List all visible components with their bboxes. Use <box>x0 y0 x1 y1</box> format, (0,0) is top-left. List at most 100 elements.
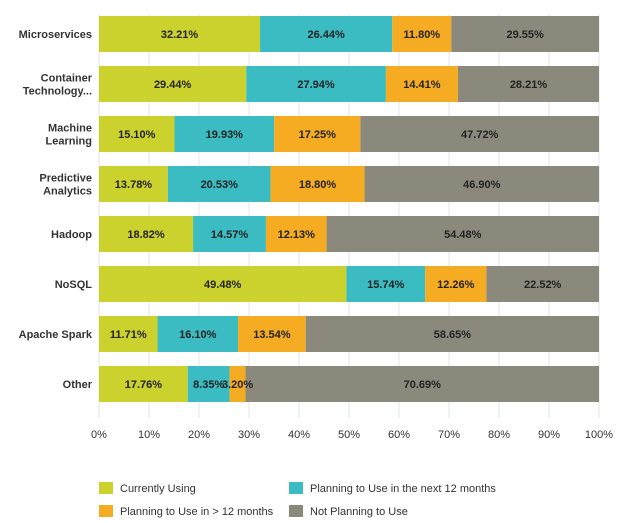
bar-segment <box>270 166 365 202</box>
bar-segment <box>99 166 168 202</box>
bar-segment <box>486 266 599 302</box>
bar-value-label: 11.80% <box>403 29 440 41</box>
bar-segment <box>99 216 194 252</box>
bar-segment <box>425 266 487 302</box>
category-label: Other <box>63 379 93 391</box>
bar-segment <box>99 66 247 102</box>
bar-value-label: 46.90% <box>463 179 501 191</box>
bar-value-label: 17.76% <box>125 379 163 391</box>
category-label: Hadoop <box>51 229 92 241</box>
bar-value-label: 27.94% <box>297 79 335 91</box>
bar-segment <box>260 16 393 52</box>
bar-segment <box>457 66 599 102</box>
bar-value-label: 14.41% <box>403 79 441 91</box>
bar-value-label: 11.71% <box>110 329 147 341</box>
bar-value-label: 18.82% <box>127 229 165 241</box>
bar-value-label: 3.20% <box>222 379 253 391</box>
bar-segment <box>385 66 458 102</box>
bar-segment <box>360 116 599 152</box>
bar-segment <box>99 316 158 352</box>
bar-segment <box>99 16 261 52</box>
bar-value-label: 17.25% <box>299 129 337 141</box>
x-tick-label: 50% <box>338 429 360 441</box>
bar-segment <box>99 116 175 152</box>
legend-swatch <box>289 482 303 494</box>
bar-value-label: 13.78% <box>115 179 153 191</box>
x-tick-label: 30% <box>238 429 260 441</box>
x-tick-label: 100% <box>585 429 613 441</box>
bar-segment <box>229 366 246 402</box>
bars <box>99 16 600 402</box>
category-label: Analytics <box>43 186 92 198</box>
bar-segment <box>364 166 600 202</box>
bar-value-label: 32.21% <box>161 29 199 41</box>
bar-value-label: 15.10% <box>118 129 156 141</box>
bar-value-label: 14.57% <box>211 229 249 241</box>
category-label: Machine <box>48 123 92 135</box>
bar-segment <box>157 316 239 352</box>
x-tick-label: 40% <box>288 429 310 441</box>
bar-value-label: 49.48% <box>204 279 242 291</box>
x-tick-label: 90% <box>538 429 560 441</box>
bar-segment <box>193 216 266 252</box>
value-labels: 32.21% 26.44% 11.80% 29.55% 29.44% 27.94% 14.4… <box>110 29 562 391</box>
bar-value-label: 54.48% <box>444 229 482 241</box>
x-tick-label: 80% <box>488 429 510 441</box>
bar-segment <box>174 116 275 152</box>
bar-segment <box>246 66 386 102</box>
legend-swatch <box>289 505 303 517</box>
bar-segment <box>187 366 230 402</box>
bar-value-label: 58.65% <box>434 329 472 341</box>
bar-value-label: 70.69% <box>404 379 442 391</box>
bar-segment <box>99 366 188 402</box>
bar-segment <box>392 16 452 52</box>
bar-segment <box>274 116 361 152</box>
bar-segment <box>451 16 599 52</box>
category-label: Microservices <box>19 29 92 41</box>
legend-swatch <box>99 482 113 494</box>
bar-segment <box>326 216 599 252</box>
x-tick-label: 60% <box>388 429 410 441</box>
bar-segment <box>245 366 600 402</box>
legend: Currently Using Planning to Use in the ne… <box>99 482 496 518</box>
legend-swatch <box>99 505 113 517</box>
x-tick-label: 10% <box>138 429 160 441</box>
legend-label: Currently Using <box>120 483 196 495</box>
bar-value-label: 12.26% <box>437 279 475 291</box>
bar-value-label: 18.80% <box>299 179 337 191</box>
x-tick-label: 20% <box>188 429 210 441</box>
bar-segment <box>99 266 347 302</box>
x-tick-label: 0% <box>91 429 107 441</box>
bar-value-label: 26.44% <box>307 29 345 41</box>
x-tick-label: 70% <box>438 429 460 441</box>
bar-value-label: 28.21% <box>510 79 548 91</box>
bar-value-label: 8.35% <box>193 379 224 391</box>
bar-value-label: 12.13% <box>278 229 316 241</box>
bar-value-label: 15.74% <box>367 279 405 291</box>
legend-label: Not Planning to Use <box>310 506 408 518</box>
category-label: Apache Spark <box>19 329 93 341</box>
bar-value-label: 19.93% <box>206 129 244 141</box>
category-label: Predictive <box>39 173 92 185</box>
category-label: Container <box>41 73 93 85</box>
category-label: Learning <box>46 136 92 148</box>
bar-value-label: 22.52% <box>524 279 562 291</box>
bar-value-label: 13.54% <box>253 329 291 341</box>
bar-value-label: 20.53% <box>201 179 239 191</box>
bar-value-label: 16.10% <box>179 329 217 341</box>
category-label: Technology... <box>23 86 92 98</box>
bar-value-label: 29.44% <box>154 79 192 91</box>
legend-label: Planning to Use in the next 12 months <box>310 483 496 495</box>
category-label: NoSQL <box>55 279 93 291</box>
bar-segment <box>346 266 426 302</box>
bar-segment <box>305 316 599 352</box>
legend-label: Planning to Use in > 12 months <box>120 506 274 518</box>
x-axis-tick-labels: 0% 10% 20% 30% 40% 50% 60% 70% 80% 90% 100% <box>91 429 613 441</box>
bar-segment <box>167 166 271 202</box>
bar-segment <box>265 216 327 252</box>
bar-segment <box>238 316 306 352</box>
bar-value-label: 47.72% <box>461 129 499 141</box>
bar-value-label: 29.55% <box>506 29 544 41</box>
